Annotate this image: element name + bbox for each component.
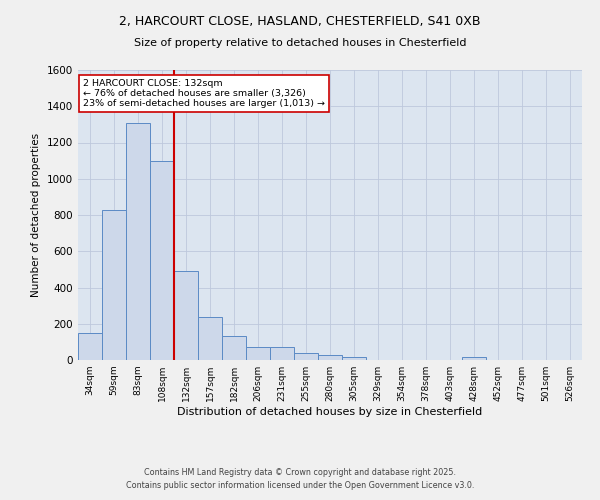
Text: 2 HARCOURT CLOSE: 132sqm
← 76% of detached houses are smaller (3,326)
23% of sem: 2 HARCOURT CLOSE: 132sqm ← 76% of detach… (83, 78, 325, 108)
Bar (270, 348, 294, 360)
X-axis label: Distribution of detached houses by size in Chesterfield: Distribution of detached houses by size … (178, 407, 482, 417)
Bar (462, 358, 486, 360)
Bar (318, 355, 342, 360)
Bar (294, 353, 318, 360)
Bar (342, 358, 366, 360)
Text: Contains HM Land Registry data © Crown copyright and database right 2025.
Contai: Contains HM Land Registry data © Crown c… (126, 468, 474, 490)
Y-axis label: Number of detached properties: Number of detached properties (31, 133, 41, 297)
Bar (222, 336, 246, 360)
Bar (102, 210, 126, 360)
Bar (198, 318, 222, 360)
Text: 2, HARCOURT CLOSE, HASLAND, CHESTERFIELD, S41 0XB: 2, HARCOURT CLOSE, HASLAND, CHESTERFIELD… (119, 15, 481, 28)
Bar (246, 348, 270, 360)
Bar (78, 333, 102, 360)
Bar (150, 160, 174, 360)
Bar (126, 122, 150, 360)
Bar (174, 271, 198, 360)
Text: Size of property relative to detached houses in Chesterfield: Size of property relative to detached ho… (134, 38, 466, 48)
